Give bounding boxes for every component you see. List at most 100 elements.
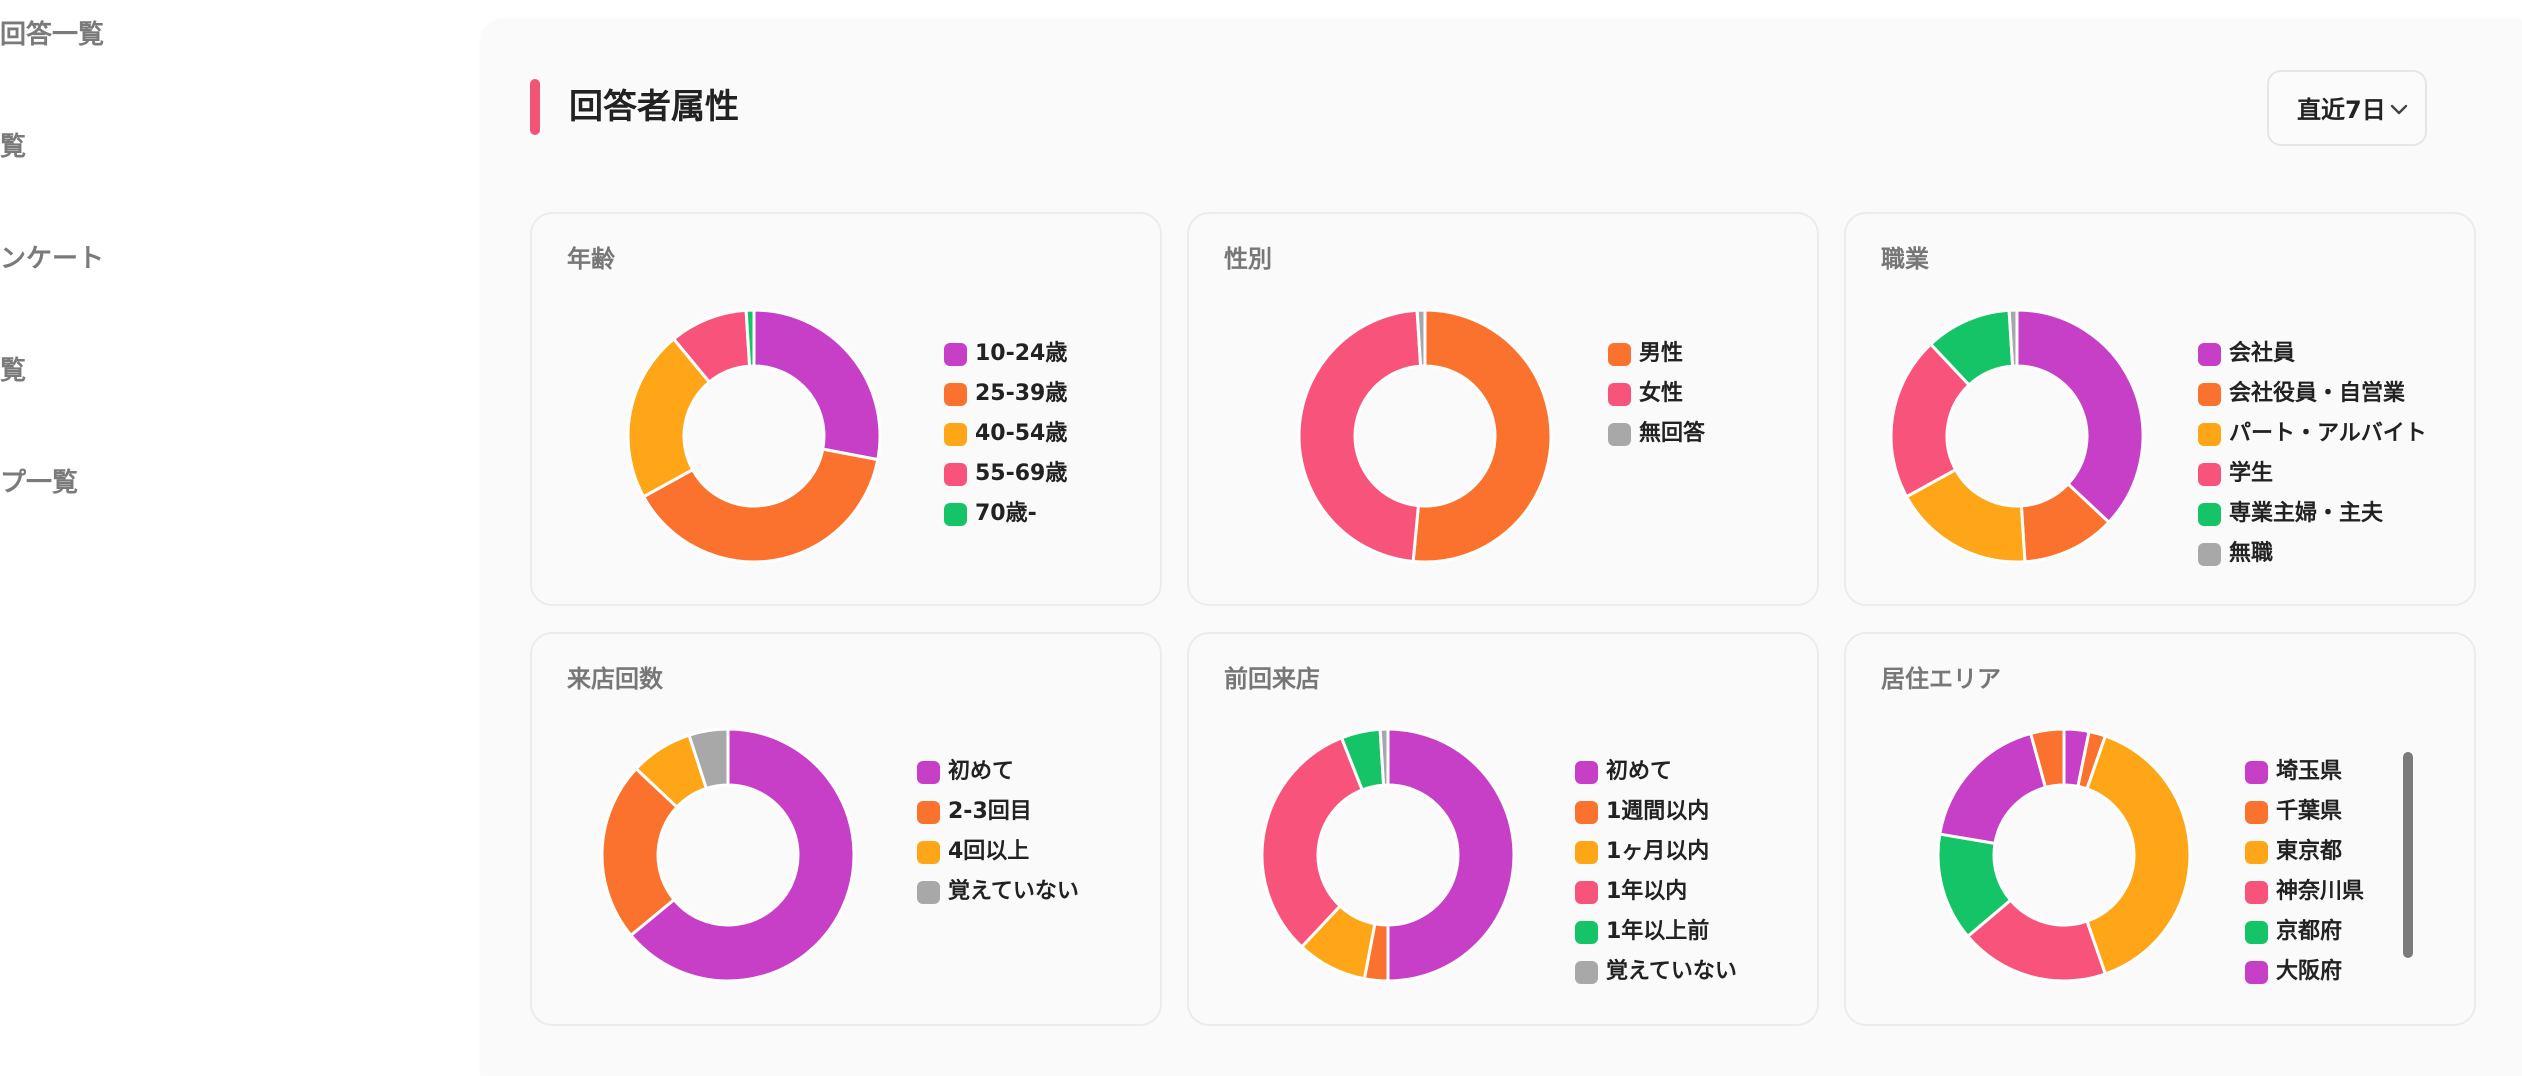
- gender-legend: 男性女性無回答: [1608, 334, 1788, 464]
- donut-slice-40-54-2[interactable]: [626, 337, 711, 499]
- legend-item[interactable]: 神奈川県: [2245, 872, 2364, 912]
- legend-item[interactable]: 1年以内: [1575, 872, 1687, 912]
- legend-item[interactable]: 覚えていない: [1575, 952, 1737, 992]
- chevron-down-icon: [2390, 104, 2408, 115]
- legend-item[interactable]: 学生: [2198, 454, 2273, 494]
- legend-swatch: [917, 800, 940, 824]
- legend-swatch: [2245, 960, 2268, 984]
- legend-label: パート・アルバイト: [2229, 421, 2427, 446]
- sidebar-item-list-2[interactable]: 覧: [0, 356, 27, 386]
- legend-scrollbar[interactable]: [2403, 752, 2413, 958]
- visit-count-chart-card: 来店回数 初めて 2-3回目 4回以上覚えていない: [530, 632, 1162, 1026]
- donut-slice-item-5[interactable]: [2007, 308, 2019, 368]
- legend-item[interactable]: 4回以上: [917, 832, 1029, 872]
- donut-slice-item-5[interactable]: [1938, 731, 2048, 845]
- legend-item[interactable]: 京都府: [2245, 912, 2342, 952]
- legend-swatch: [1608, 422, 1631, 446]
- legend-label: 埼玉県: [2276, 759, 2343, 784]
- last-visit-chart-card: 前回来店 初めて 1週間以内 1ヶ月以内 1年以内 1年以上前覚えていない: [1187, 632, 1819, 1026]
- legend-item[interactable]: 女性: [1608, 374, 1683, 414]
- sidebar-item-list[interactable]: 覧: [0, 132, 27, 162]
- legend-swatch: [944, 502, 967, 526]
- sidebar: 回答一覧 覧 ンケート 覧 プ一覧: [0, 0, 470, 1076]
- period-select-value: 直近7日: [2297, 96, 2386, 124]
- residence-area-chart-title: 居住エリア: [1881, 665, 2001, 693]
- sidebar-item-survey[interactable]: ンケート: [0, 244, 105, 274]
- legend-item[interactable]: 25-39歳: [944, 374, 1067, 414]
- legend-item[interactable]: 40-54歳: [944, 414, 1067, 454]
- legend-item[interactable]: 1ヶ月以内: [1575, 832, 1709, 872]
- donut-slice-item-2[interactable]: [1415, 308, 1427, 368]
- legend-item[interactable]: 10-24歳: [944, 334, 1067, 374]
- donut-slice-item-0[interactable]: [1386, 727, 1516, 983]
- donut-slice-item-3[interactable]: [687, 727, 730, 790]
- legend-swatch: [2245, 920, 2268, 944]
- legend-item[interactable]: 1週間以内: [1575, 792, 1709, 832]
- donut-slice-2-3-1[interactable]: [600, 767, 679, 937]
- donut-slice-25-39-1[interactable]: [642, 447, 880, 564]
- legend-item[interactable]: 無回答: [1608, 414, 1705, 454]
- legend-item[interactable]: 覚えていない: [917, 872, 1079, 912]
- legend-item[interactable]: 兵庫県: [2245, 992, 2342, 994]
- sidebar-item-response-list[interactable]: 回答一覧: [0, 20, 105, 50]
- age-donut-chart: [626, 308, 882, 564]
- legend-swatch: [2245, 880, 2268, 904]
- residence-area-chart-card: 居住エリア 埼玉県千葉県東京都神奈川県京都府大阪府兵庫県: [1844, 632, 2476, 1026]
- legend-item[interactable]: 2-3回目: [917, 792, 1032, 832]
- legend-label: 会社役員・自営業: [2229, 381, 2406, 406]
- legend-item[interactable]: 大阪府: [2245, 952, 2342, 992]
- legend-swatch: [2198, 422, 2221, 446]
- occupation-legend: 会社員会社役員・自営業 パート・アルバイト 学生専業主婦・主夫 無職: [2198, 334, 2468, 584]
- donut-slice-item-2[interactable]: [2085, 734, 2192, 976]
- legend-item[interactable]: 初めて: [1575, 752, 1672, 792]
- legend-item[interactable]: 男性: [1608, 334, 1683, 374]
- legend-swatch: [1575, 960, 1598, 984]
- residence-area-legend[interactable]: 埼玉県千葉県東京都神奈川県京都府大阪府兵庫県: [2245, 752, 2395, 994]
- sidebar-item-group-list[interactable]: プ一覧: [0, 468, 79, 498]
- donut-slice-item-5[interactable]: [1378, 727, 1390, 787]
- legend-label: 東京都: [2276, 839, 2343, 864]
- residence-area-donut-chart: [1936, 727, 2192, 983]
- donut-slice-70-4[interactable]: [744, 308, 756, 368]
- donut-slice-item-0[interactable]: [629, 727, 856, 983]
- visit-count-chart-title: 来店回数: [567, 665, 663, 693]
- donut-slice-item-0[interactable]: [2015, 308, 2145, 524]
- legend-swatch: [1575, 880, 1598, 904]
- legend-item[interactable]: 70歳-: [944, 494, 1037, 534]
- legend-label: 京都府: [2276, 919, 2343, 944]
- legend-label: 1年以上前: [1606, 919, 1710, 944]
- legend-label: 2-3回目: [948, 799, 1032, 824]
- legend-label: 無回答: [1639, 421, 1706, 446]
- donut-slice-item-1[interactable]: [1297, 308, 1423, 563]
- legend-label: 覚えていない: [948, 879, 1079, 904]
- legend-item[interactable]: 初めて: [917, 752, 1014, 792]
- legend-label: 覚えていない: [1606, 959, 1737, 984]
- legend-label: 55-69歳: [975, 461, 1068, 486]
- legend-item[interactable]: 専業主婦・主夫: [2198, 494, 2383, 534]
- legend-label: 学生: [2229, 461, 2274, 486]
- legend-item[interactable]: 1年以上前: [1575, 912, 1709, 952]
- legend-swatch: [917, 760, 940, 784]
- legend-item[interactable]: 千葉県: [2245, 792, 2342, 832]
- legend-swatch: [2245, 840, 2268, 864]
- donut-slice-item-0[interactable]: [1411, 308, 1553, 564]
- legend-swatch: [2245, 760, 2268, 784]
- donut-slice-item-6[interactable]: [2029, 727, 2066, 789]
- legend-label: 70歳-: [975, 501, 1037, 526]
- legend-item[interactable]: 会社員: [2198, 334, 2295, 374]
- legend-item[interactable]: パート・アルバイト: [2198, 414, 2427, 454]
- legend-item[interactable]: 会社役員・自営業: [2198, 374, 2405, 414]
- donut-slice-10-24-0[interactable]: [752, 308, 882, 462]
- period-select[interactable]: 直近7日: [2267, 70, 2427, 146]
- legend-label: 女性: [1639, 381, 1684, 406]
- last-visit-donut-chart: [1260, 727, 1516, 983]
- last-visit-chart-title: 前回来店: [1224, 665, 1320, 693]
- donut-slice-1-3[interactable]: [1260, 736, 1364, 949]
- legend-item[interactable]: 東京都: [2245, 832, 2342, 872]
- legend-item[interactable]: 埼玉県: [2245, 752, 2342, 792]
- main-panel: 回答者属性 直近7日 年齢 10-24歳 25-39歳 40-54歳 55-69歳 70…: [481, 20, 2522, 1076]
- legend-item[interactable]: 55-69歳: [944, 454, 1067, 494]
- legend-swatch: [1608, 342, 1631, 366]
- legend-item[interactable]: 無職: [2198, 534, 2273, 574]
- legend-swatch: [2198, 382, 2221, 406]
